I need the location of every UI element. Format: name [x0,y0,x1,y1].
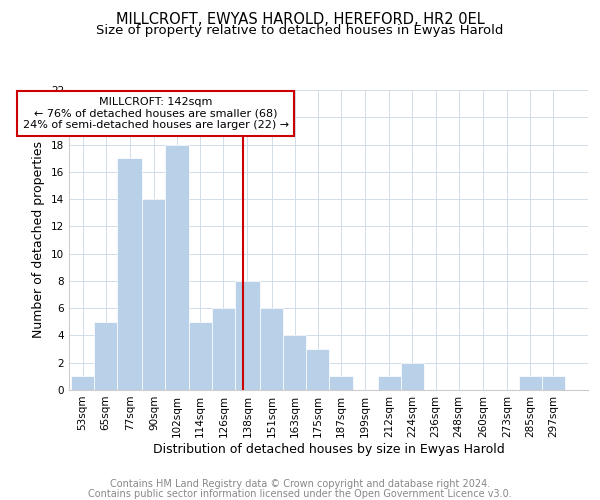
Text: MILLCROFT, EWYAS HAROLD, HEREFORD, HR2 0EL: MILLCROFT, EWYAS HAROLD, HEREFORD, HR2 0… [116,12,484,28]
Text: Contains HM Land Registry data © Crown copyright and database right 2024.: Contains HM Land Registry data © Crown c… [110,479,490,489]
Bar [307,349,329,390]
X-axis label: Distribution of detached houses by size in Ewyas Harold: Distribution of detached houses by size … [152,442,505,456]
Text: MILLCROFT: 142sqm
← 76% of detached houses are smaller (68)
24% of semi-detached: MILLCROFT: 142sqm ← 76% of detached hous… [23,97,289,130]
Bar [117,158,142,390]
Bar [212,308,235,390]
Y-axis label: Number of detached properties: Number of detached properties [32,142,46,338]
Bar [94,322,117,390]
Bar [377,376,401,390]
Text: Contains public sector information licensed under the Open Government Licence v3: Contains public sector information licen… [88,489,512,499]
Bar [235,281,260,390]
Bar [260,308,283,390]
Bar [542,376,565,390]
Bar [71,376,94,390]
Bar [401,362,424,390]
Text: Size of property relative to detached houses in Ewyas Harold: Size of property relative to detached ho… [97,24,503,37]
Bar [518,376,542,390]
Bar [283,336,307,390]
Bar [166,144,188,390]
Bar [188,322,212,390]
Bar [142,199,166,390]
Bar [329,376,353,390]
